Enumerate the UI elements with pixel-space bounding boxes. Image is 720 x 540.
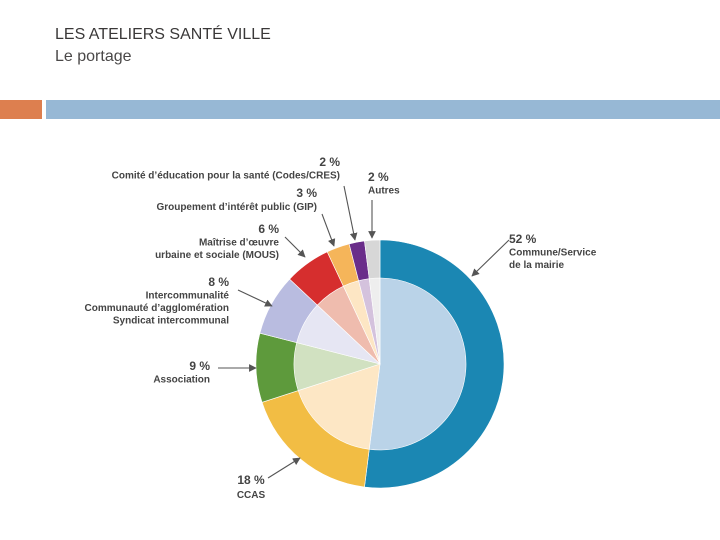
inner-slice-autres [368, 277, 381, 365]
title-rule-bar [46, 100, 720, 119]
value-label-comite-d-education-pour-la-sante-codes-cres: 2 % [319, 155, 340, 169]
category-label-intercommunalite-2: Communauté d’agglomération [85, 303, 229, 314]
leader-arrow-commune-service-de-la-mairie [471, 239, 510, 277]
accent-bar [0, 100, 42, 119]
leader-arrow-ccas [267, 457, 301, 479]
category-label-commune-service-de-la-mairie-2: de la mairie [509, 260, 564, 271]
category-label-comite-d-education-pour-la-sante-codes-cres-1: Comité d’éducation pour la santé (Codes/… [112, 171, 340, 182]
slide-title: LES ATELIERS SANTÉ VILLE [55, 26, 271, 43]
category-label-ccas-1: CCAS [237, 490, 266, 501]
category-label-groupement-d-interet-public-gip-1: Groupement d’intérêt public (GIP) [156, 202, 317, 213]
value-label-intercommunalite: 8 % [208, 275, 229, 289]
category-label-association-1: Association [153, 375, 210, 386]
value-label-groupement-d-interet-public-gip: 3 % [296, 186, 317, 200]
slide-subtitle: Le portage [55, 48, 132, 65]
category-label-maitrise-d-uvre-urbaine-et-sociale-mous-2: urbaine et sociale (MOUS) [155, 250, 279, 261]
inner-slice-commune-service-de-la-mairie [368, 277, 467, 451]
leader-arrow-groupement-d-interet-public-gip [321, 213, 336, 247]
leader-arrow-comite-d-education-pour-la-sante-codes-cres [343, 185, 358, 241]
leader-arrow-maitrise-d-uvre-urbaine-et-sociale-mous [284, 236, 306, 258]
category-label-commune-service-de-la-mairie-1: Commune/Service [509, 248, 597, 259]
inner-pie [293, 277, 467, 451]
value-label-commune-service-de-la-mairie: 52 % [509, 232, 537, 246]
value-label-association: 9 % [189, 359, 210, 373]
category-label-autres-1: Autres [368, 186, 400, 197]
leader-arrow-intercommunalite [237, 289, 273, 307]
inner-slice-ccas [297, 363, 381, 450]
leader-lines [218, 185, 510, 479]
value-label-maitrise-d-uvre-urbaine-et-sociale-mous: 6 % [258, 222, 279, 236]
slide-title-block: LES ATELIERS SANTÉ VILLE Le portage [55, 24, 271, 68]
category-label-maitrise-d-uvre-urbaine-et-sociale-mous-1: Maîtrise d’œuvre [199, 238, 279, 249]
category-label-intercommunalite-1: Intercommunalité [146, 291, 230, 302]
category-label-intercommunalite-3: Syndicat intercommunal [113, 316, 229, 327]
value-label-ccas: 18 % [237, 473, 265, 487]
value-label-autres: 2 % [368, 170, 389, 184]
